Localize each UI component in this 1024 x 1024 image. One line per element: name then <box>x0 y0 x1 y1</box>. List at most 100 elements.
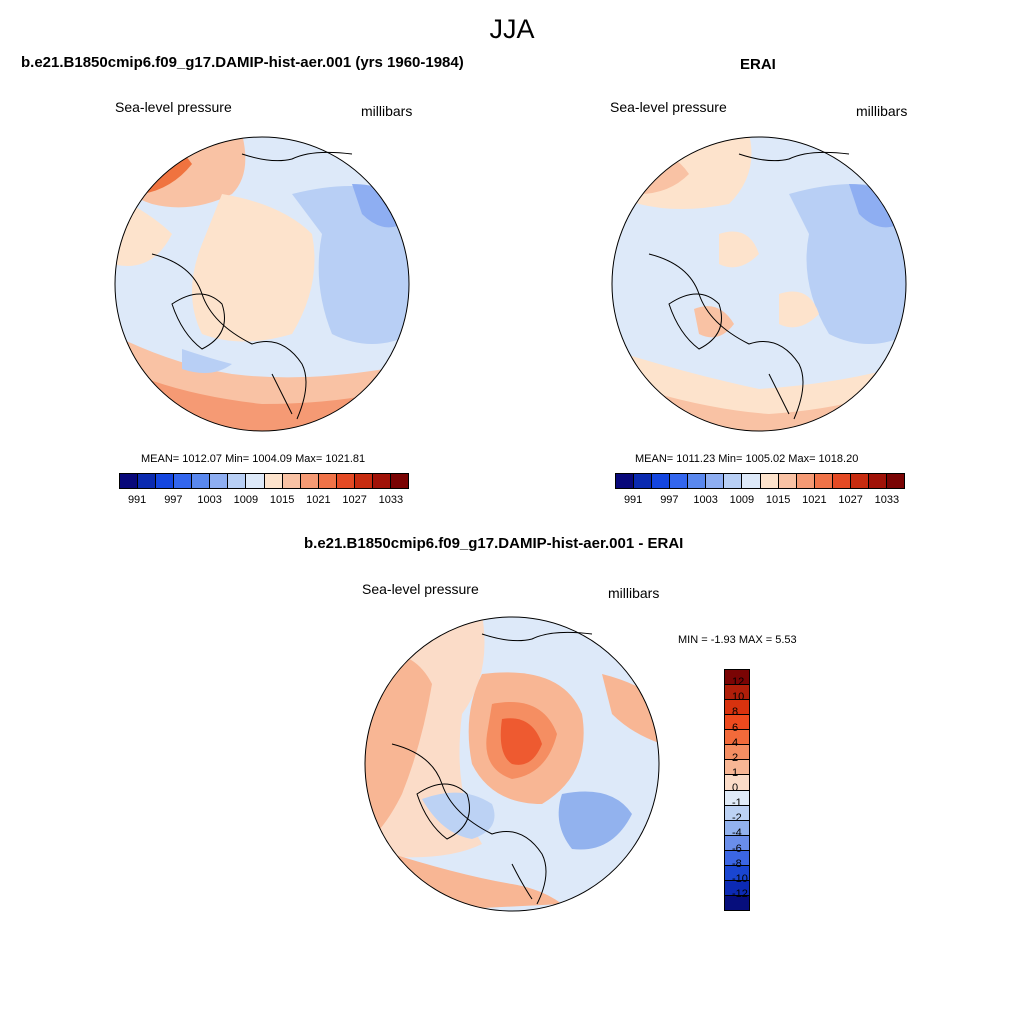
colorbar-swatch <box>725 775 749 791</box>
panel2-stats: MEAN= 1011.23 Min= 1005.02 Max= 1018.20 <box>635 453 859 465</box>
panel1-stats: MEAN= 1012.07 Min= 1004.09 Max= 1021.81 <box>141 453 366 465</box>
colorbar-tick-label: -1 <box>732 797 742 810</box>
colorbar-swatch <box>742 474 761 488</box>
panel1-variable: Sea-level pressure <box>115 99 232 115</box>
colorbar-swatch <box>246 474 265 488</box>
colorbar-tick-label: -6 <box>732 842 742 855</box>
colorbar-swatch <box>886 474 904 488</box>
colorbar-swatch <box>300 474 319 488</box>
panel1-colorbar <box>119 473 409 489</box>
colorbar-tick-label: 1021 <box>802 494 827 506</box>
colorbar-swatch <box>670 474 689 488</box>
colorbar-swatch <box>372 474 391 488</box>
figure-title: JJA <box>489 14 535 44</box>
colorbar-tick-label: 1021 <box>306 494 331 506</box>
colorbar-tick-label: 2 <box>732 751 739 764</box>
colorbar-tick-label: -4 <box>732 827 742 840</box>
colorbar-swatch <box>174 474 193 488</box>
panel3-title: b.e21.B1850cmip6.f09_g17.DAMIP-hist-aer.… <box>304 535 684 552</box>
colorbar-tick-label: 1015 <box>269 494 295 506</box>
colorbar-tick-label: 12 <box>732 676 745 689</box>
colorbar-swatch <box>725 790 749 806</box>
colorbar-swatch <box>725 850 749 866</box>
colorbar-tick-label: -10 <box>732 872 748 885</box>
colorbar-tick-label: 1027 <box>838 494 863 506</box>
colorbar-swatch <box>760 474 779 488</box>
colorbar-tick-label: 1 <box>732 766 739 779</box>
colorbar-swatch <box>336 474 355 488</box>
colorbar-swatch <box>725 730 749 746</box>
colorbar-swatch <box>725 835 749 851</box>
colorbar-tick-label: 1003 <box>693 494 718 506</box>
panel3-stats: MIN = -1.93 MAX = 5.53 <box>678 634 797 646</box>
colorbar-swatch <box>634 474 653 488</box>
colorbar-swatch <box>796 474 815 488</box>
colorbar-swatch <box>282 474 301 488</box>
colorbar-swatch <box>616 474 635 488</box>
colorbar-swatch <box>390 474 408 488</box>
colorbar-tick-label: 0 <box>732 782 739 794</box>
colorbar-swatch <box>725 745 749 761</box>
colorbar-swatch <box>725 700 749 716</box>
panel3-polar-map <box>364 616 660 912</box>
panel2-polar-map <box>611 136 907 432</box>
colorbar-tick-label: 8 <box>732 706 739 719</box>
colorbar-tick-label: 1027 <box>342 494 367 506</box>
colorbar-swatch <box>725 820 749 836</box>
colorbar-swatch <box>318 474 337 488</box>
colorbar-swatch <box>832 474 851 488</box>
panel2-colorbar <box>615 473 905 489</box>
colorbar-swatch <box>210 474 229 488</box>
colorbar-swatch <box>725 805 749 821</box>
colorbar-swatch <box>850 474 869 488</box>
panel2-variable: Sea-level pressure <box>610 99 727 115</box>
colorbar-swatch <box>725 715 749 731</box>
colorbar-swatch <box>688 474 707 488</box>
colorbar-swatch <box>138 474 157 488</box>
colorbar-tick-label: 10 <box>732 691 745 704</box>
colorbar-swatch <box>778 474 797 488</box>
colorbar-tick-label: 1033 <box>874 494 900 506</box>
colorbar-tick-label: 4 <box>732 736 739 749</box>
panel2-colorbar-ticks: 991 997 1003 1009 1015 1021 1027 1033 <box>615 494 905 508</box>
colorbar-tick-label: 997 <box>164 494 183 506</box>
colorbar-swatch <box>120 474 139 488</box>
colorbar-tick-label: 1015 <box>765 494 791 506</box>
colorbar-swatch <box>725 760 749 776</box>
colorbar-swatch <box>725 880 749 896</box>
colorbar-swatch <box>724 474 743 488</box>
colorbar-tick-label: 997 <box>660 494 679 506</box>
colorbar-swatch <box>228 474 247 488</box>
diff-colorbar <box>724 669 750 911</box>
colorbar-tick-label: 6 <box>732 721 739 734</box>
panel3-units: millibars <box>608 585 660 601</box>
colorbar-tick-label: 991 <box>623 494 643 506</box>
panel1-polar-map <box>114 136 410 432</box>
colorbar-tick-label: -12 <box>732 887 748 900</box>
panel2-title: ERAI <box>740 56 776 73</box>
colorbar-swatch <box>706 474 725 488</box>
colorbar-swatch <box>868 474 887 488</box>
panel1-colorbar-ticks: 991 997 1003 1009 1015 1021 1027 1033 <box>119 494 409 508</box>
colorbar-swatch <box>725 685 749 701</box>
panel1-title: b.e21.B1850cmip6.f09_g17.DAMIP-hist-aer.… <box>21 54 464 71</box>
colorbar-swatch <box>156 474 175 488</box>
colorbar-swatch <box>725 670 749 686</box>
colorbar-swatch <box>192 474 211 488</box>
panel2-units: millibars <box>856 103 908 119</box>
colorbar-tick-label: 1009 <box>233 494 259 506</box>
colorbar-tick-label: 1003 <box>197 494 222 506</box>
panel3-variable: Sea-level pressure <box>362 581 479 597</box>
colorbar-tick-label: 1009 <box>729 494 755 506</box>
panel1-units: millibars <box>361 103 413 119</box>
colorbar-swatch <box>814 474 833 488</box>
colorbar-tick-label: 991 <box>127 494 147 506</box>
colorbar-tick-label: -2 <box>732 812 742 825</box>
colorbar-swatch <box>652 474 671 488</box>
colorbar-swatch <box>725 865 749 881</box>
colorbar-swatch <box>725 895 749 910</box>
colorbar-swatch <box>264 474 283 488</box>
colorbar-swatch <box>354 474 373 488</box>
colorbar-tick-label: 1033 <box>378 494 404 506</box>
colorbar-tick-label: -8 <box>732 857 742 870</box>
